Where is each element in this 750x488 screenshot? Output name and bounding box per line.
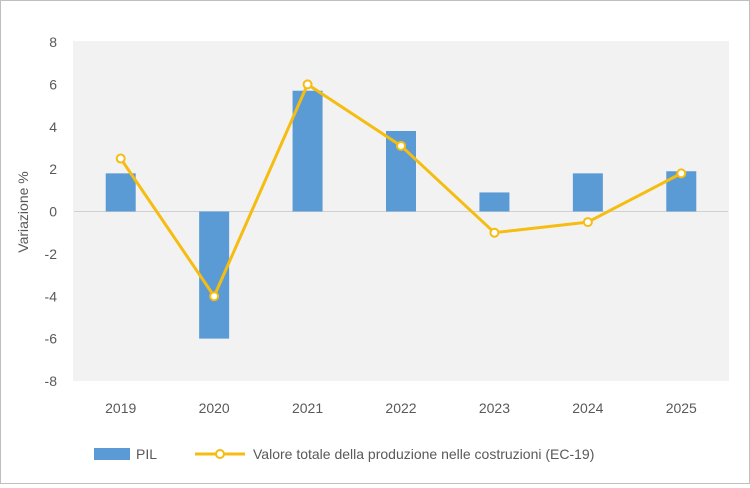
- y-tick-label: 6: [49, 76, 57, 92]
- x-tick-label: 2023: [479, 400, 510, 416]
- y-axis-label: Variazione %: [15, 171, 31, 252]
- y-tick-label: -2: [45, 246, 58, 262]
- x-tick-label: 2019: [105, 400, 136, 416]
- y-tick-label: 4: [49, 119, 57, 135]
- line-point-2019: [115, 153, 126, 164]
- x-tick-label: 2022: [385, 400, 416, 416]
- y-tick-label: -4: [45, 288, 58, 304]
- legend-marker-line: [215, 449, 225, 459]
- legend-label-pil: PIL: [136, 446, 157, 462]
- y-tick-label: -8: [45, 373, 58, 389]
- line-point-2022: [396, 140, 406, 151]
- line-point-2020: [209, 291, 220, 302]
- legend-label-line: Valore totale della produzione nelle cos…: [253, 446, 594, 462]
- line-point-2021: [302, 79, 313, 90]
- line-point-2025: [676, 168, 687, 179]
- bar-pil-2021: [292, 90, 323, 212]
- bar-pil-2024: [572, 173, 603, 212]
- y-tick-label: 8: [49, 34, 57, 50]
- y-tick-label: 2: [49, 161, 57, 177]
- x-tick-label: 2020: [199, 400, 230, 416]
- y-tick-label: 0: [49, 204, 57, 220]
- line-point-2023: [489, 227, 500, 238]
- x-tick-label: 2024: [572, 400, 603, 416]
- legend-swatch-pil: [94, 448, 130, 460]
- bar-pil-2023: [479, 192, 510, 212]
- legend: PIL Valore totale della produzione nelle…: [94, 446, 594, 462]
- x-tick-label: 2021: [292, 400, 323, 416]
- bar-pil-2019: [105, 173, 136, 212]
- line-point-2024: [582, 217, 593, 228]
- x-tick-label: 2025: [666, 400, 697, 416]
- y-tick-label: -6: [45, 331, 58, 347]
